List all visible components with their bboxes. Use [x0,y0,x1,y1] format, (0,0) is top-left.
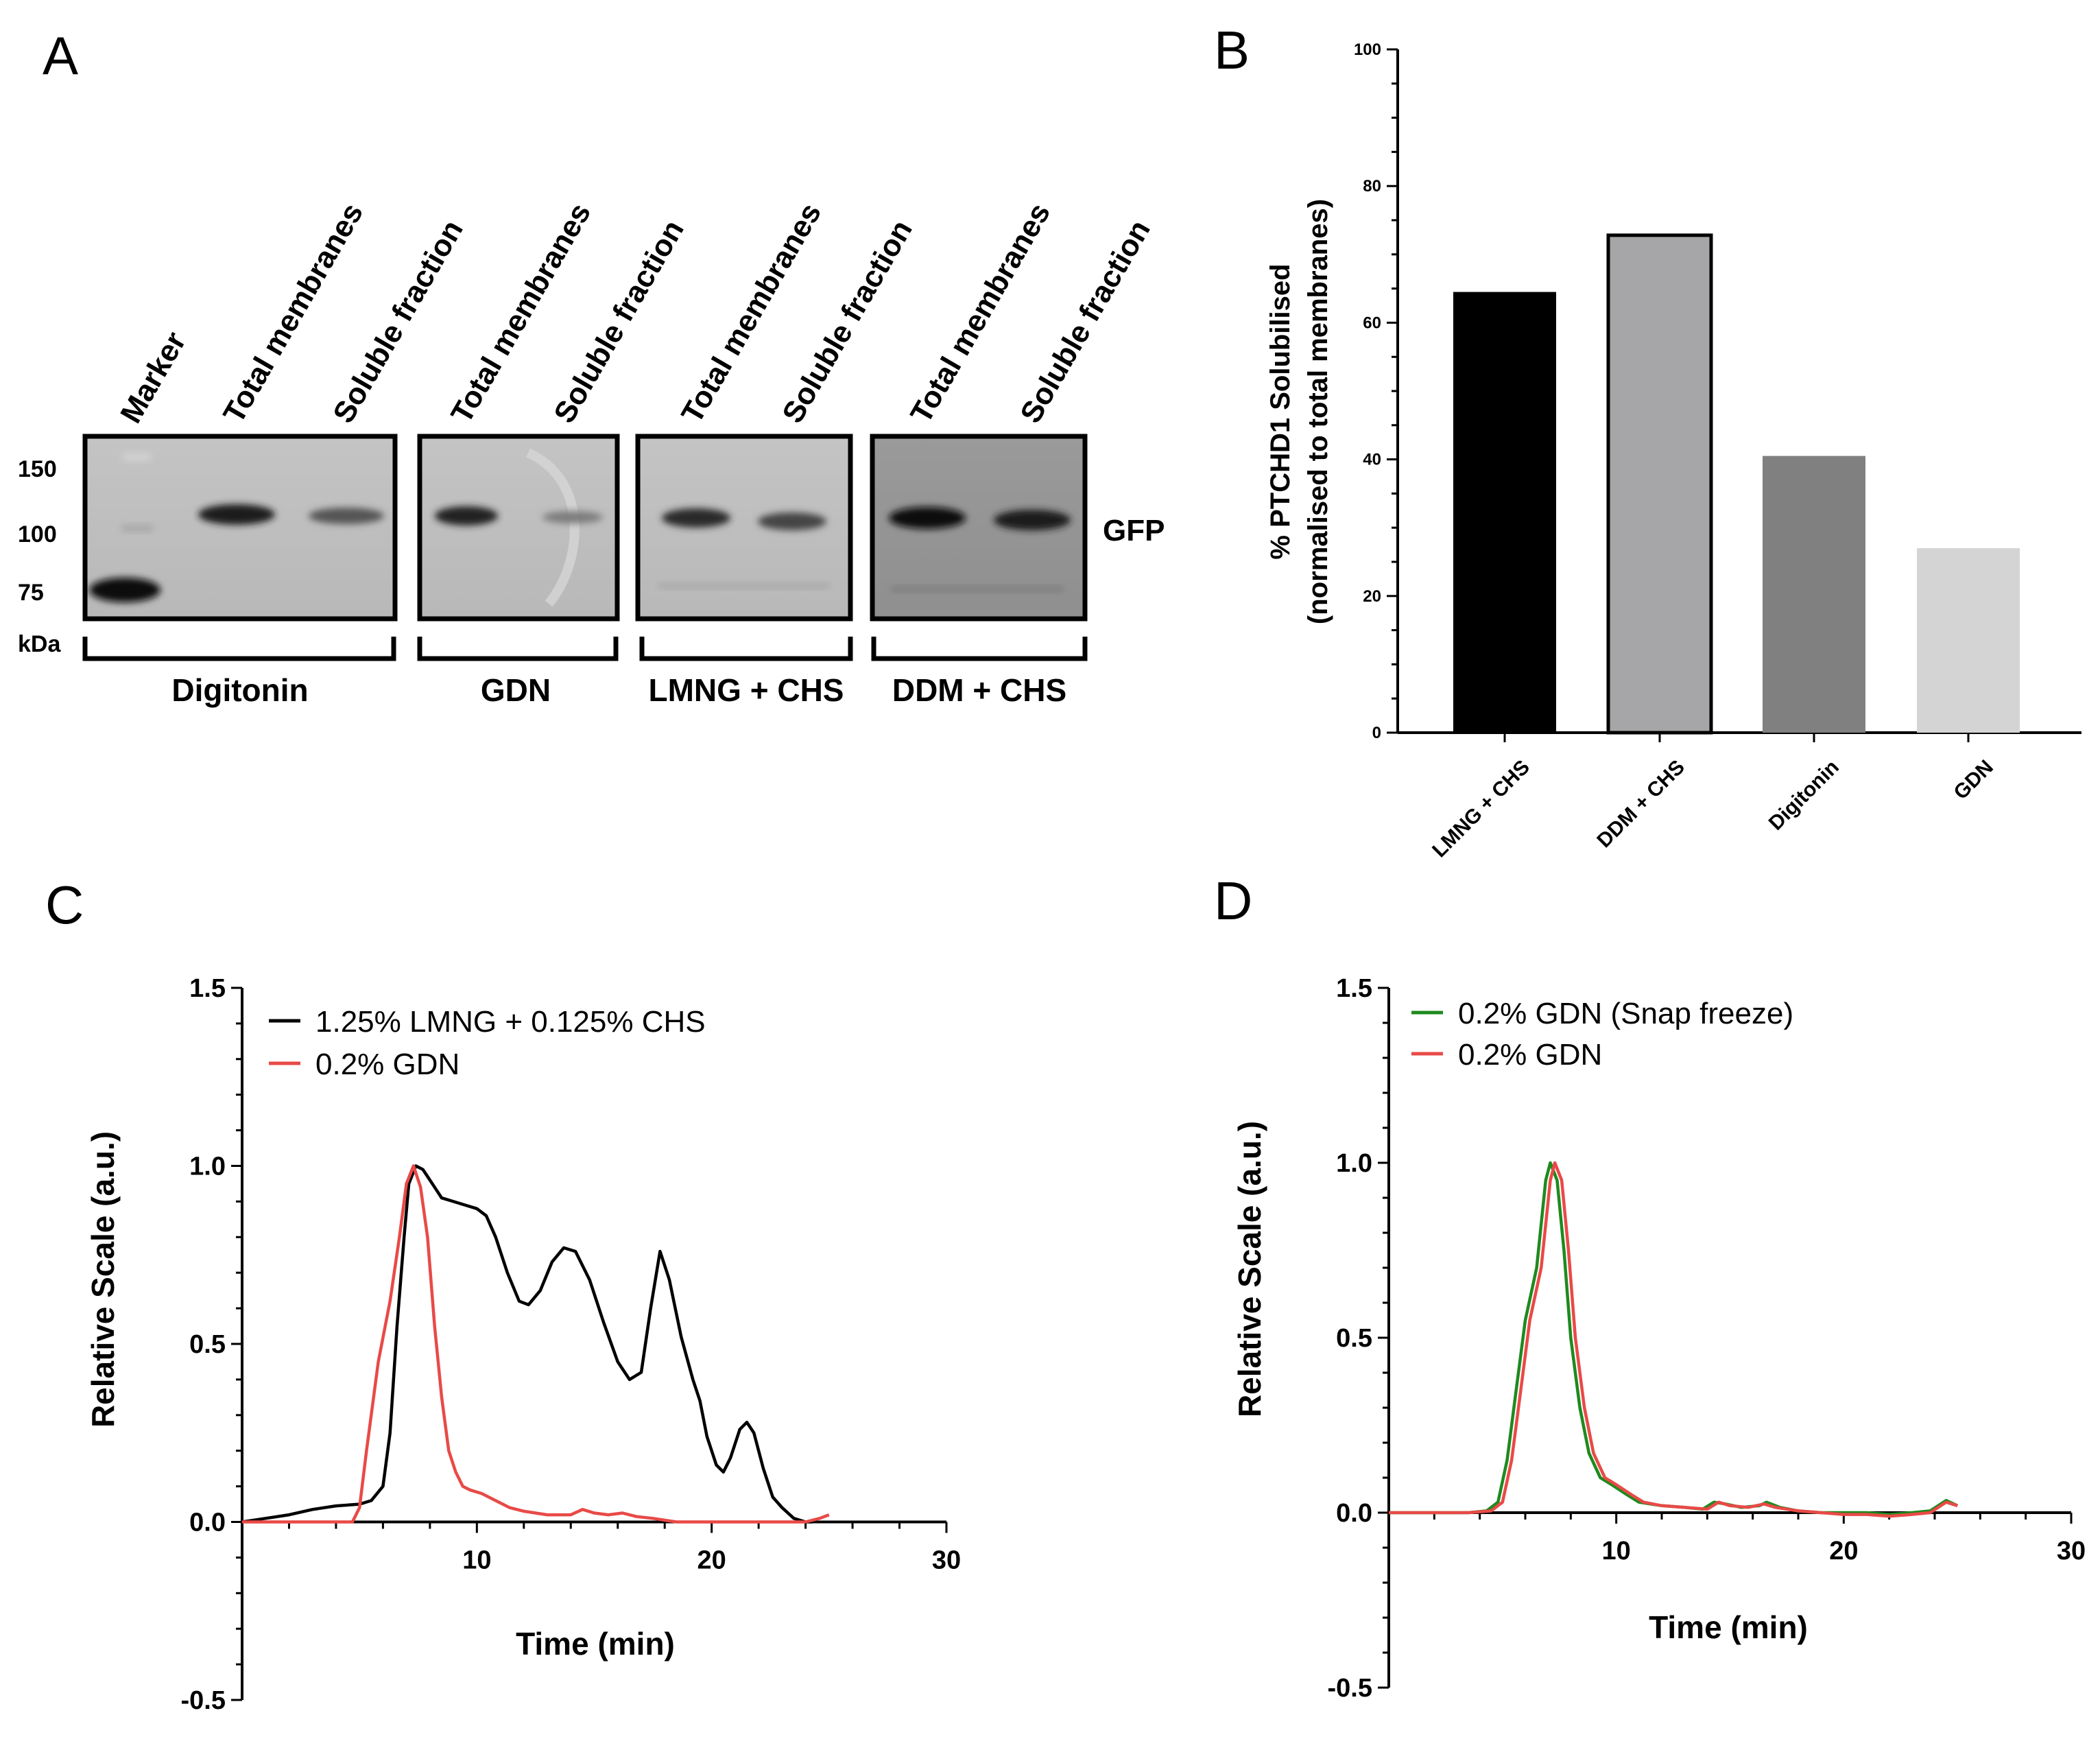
chart-b-tick-label: 100 [1354,40,1381,59]
chart-d-y-tick-label: 1.0 [1336,1149,1372,1178]
lane-labels: Marker Total membranes Soluble fraction … [114,198,1157,429]
lane-label-marker: Marker [114,327,193,429]
panel-c-letter: C [45,875,84,935]
blot-ddm [870,434,1088,622]
chart-b-tick-label: 60 [1363,314,1381,332]
panel-b: B 0 20 40 60 80 100 LMNG + CHS DDM + CHS Digito… [1214,20,2081,862]
mw-label-100: 100 [18,521,57,547]
chart-c: -0.5 0.0 0.5 1.0 1.5 10 20 30 [181,974,962,1715]
chart-d-xlabel: Time (min) [1649,1609,1808,1645]
chart-c-x-tick-label: 20 [697,1546,726,1575]
chart-d-y-tick-label: 0.0 [1336,1499,1372,1528]
panel-d: D -0.5 0.0 0.5 1.0 1.5 10 20 30 Time (min) Rela… [1214,871,2086,1703]
legend-label-snap: 0.2% GDN (Snap freeze) [1458,997,1793,1030]
chart-b-bar [1763,456,1865,733]
chart-d-x-tick-label: 10 [1602,1537,1631,1565]
chart-d-x-tick-label: 30 [2057,1537,2086,1565]
chart-c-x-tick-label: 30 [932,1546,961,1575]
chart-b-bar [1917,548,2020,733]
chart-b-ticks: 0 20 40 60 80 100 [1354,40,1970,742]
chart-d-y-tick-label: 0.5 [1336,1324,1372,1353]
legend-label-gdn: 0.2% GDN [315,1048,460,1081]
chart-c-y-tick-label: 1.5 [189,974,226,1003]
blot-digitonin [82,434,398,622]
chart-c-series-line-0 [241,1164,813,1524]
chart-c-legend: 1.25% LMNG + 0.125% CHS 0.2% GDN [269,1005,706,1081]
chart-b-tick-label: 80 [1363,177,1381,196]
legend-label-lmng: 1.25% LMNG + 0.125% CHS [315,1005,706,1039]
chart-b-bars [1453,233,2020,735]
chart-c-y-tick-label: 0.5 [189,1330,226,1359]
mw-label-75: 75 [18,580,44,606]
chart-c-xlabel: Time (min) [516,1626,675,1662]
chart-d-y-tick-label: -0.5 [1328,1674,1372,1703]
chart-b-category-label: LMNG + CHS [1428,756,1534,862]
group-label-lmng: LMNG + CHS [649,672,844,708]
group-label-ddm: DDM + CHS [892,672,1066,708]
blot-gdn [417,434,620,622]
legend-label-gdn-d: 0.2% GDN [1458,1038,1602,1072]
chart-c-x-tick-label: 10 [462,1546,491,1575]
panel-b-letter: B [1214,20,1250,80]
chart-c-y-tick-label: 1.0 [189,1153,226,1181]
panel-a: A Marker Total membranes Soluble fractio… [18,25,1165,708]
chart-d-series-line-0 [1389,1161,1959,1516]
chart-c-ylabel: Relative Scale (a.u.) [85,1131,121,1428]
chart-b-category-label: GDN [1949,756,1997,804]
chart-b-ylabel-line2: (normalised to total membranes) [1303,199,1333,624]
chart-b-categories: LMNG + CHS DDM + CHS Digitonin GDN [1428,756,1998,862]
chart-c-y-tick-label: 0.0 [189,1509,226,1537]
panel-a-letter: A [43,25,78,86]
band-label-gfp: GFP [1103,514,1165,547]
chart-b: 0 20 40 60 80 100 LMNG + CHS DDM + CHS Digitoni… [1265,40,2081,862]
chart-b-category-label: DDM + CHS [1592,756,1689,853]
mw-label-kda: kDa [18,631,61,657]
chart-d-legend: 0.2% GDN (Snap freeze) 0.2% GDN [1411,997,1793,1072]
chart-c-y-tick-label: -0.5 [181,1686,226,1715]
chart-d-series-line-1 [1389,1161,1958,1518]
chart-b-ylabel-line1: % PTCHD1 Solubilised [1265,263,1296,559]
group-label-gdn: GDN [481,672,551,708]
panel-d-letter: D [1214,871,1252,931]
chart-b-tick-label: 20 [1363,587,1381,606]
chart-d-ylabel: Relative Scale (a.u.) [1232,1121,1267,1417]
blot-lmng [635,434,853,622]
group-brackets [82,637,1088,661]
chart-b-category-label: Digitonin [1765,756,1844,835]
chart-d-x-tick-label: 20 [1829,1537,1858,1565]
chart-b-bar [1606,233,1713,735]
chart-c-series-line-1 [242,1164,830,1524]
chart-b-tick-label: 0 [1372,724,1381,742]
chart-d-y-tick-label: 1.5 [1336,974,1372,1003]
chart-b-bar [1453,292,1556,733]
chart-b-tick-label: 40 [1363,451,1381,469]
panel-c: C -0.5 0.0 0.5 1.0 1.5 10 20 30 Time (min) Rela… [45,875,961,1715]
group-label-digitonin: Digitonin [171,672,308,708]
mw-label-150: 150 [18,456,57,482]
chart-d: -0.5 0.0 0.5 1.0 1.5 10 20 30 [1328,974,2086,1703]
